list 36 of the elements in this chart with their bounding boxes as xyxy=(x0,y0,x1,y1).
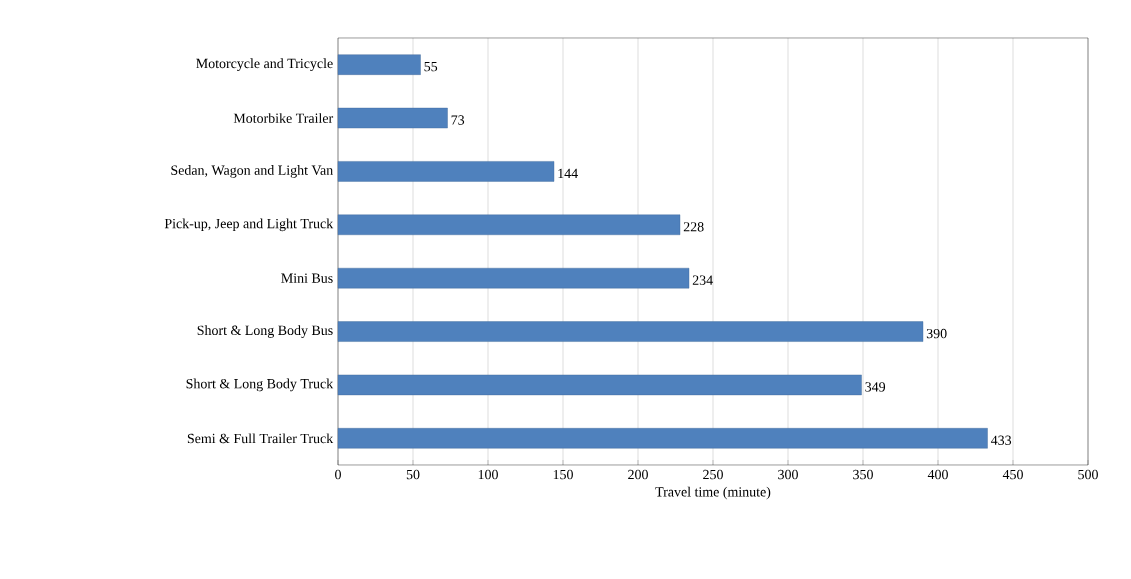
x-tick-label: 50 xyxy=(406,469,420,480)
y-tick-label: Short & Long Body Bus xyxy=(197,325,333,338)
data-label: 390 xyxy=(926,328,947,339)
x-tick-label: 150 xyxy=(553,469,573,480)
x-axis-title: Travel time (minute) xyxy=(655,486,771,500)
data-label: 73 xyxy=(451,115,465,125)
y-tick-label: Motorbike Trailer xyxy=(233,113,334,123)
x-tick-label: 250 xyxy=(703,469,723,480)
x-tick-label: 500 xyxy=(1078,469,1098,480)
bar xyxy=(337,54,421,75)
bar xyxy=(337,267,690,289)
data-label: 234 xyxy=(692,275,713,285)
data-label: 144 xyxy=(558,168,578,179)
y-tick-label: Short & Long Body Truck xyxy=(186,378,334,392)
y-tick-label: Motorcycle and Tricycle xyxy=(196,58,333,72)
y-tick-label: Mini Bus xyxy=(281,273,333,283)
x-tick-label: 200 xyxy=(628,469,648,480)
bar xyxy=(337,107,448,129)
bar xyxy=(337,161,555,182)
x-tick-label: 300 xyxy=(778,469,798,480)
bar xyxy=(337,214,681,235)
data-label: 433 xyxy=(990,435,1012,445)
y-tick-label: Pick-up, Jeep and Light Truck xyxy=(164,218,334,232)
x-tick-label: 450 xyxy=(1002,469,1023,480)
bar xyxy=(337,321,924,342)
x-tick-label: 100 xyxy=(478,469,498,480)
x-tick-label: 0 xyxy=(335,469,341,480)
data-label: 55 xyxy=(424,62,438,72)
bar xyxy=(337,374,862,396)
y-tick-label: Sedan, Wagon and Light Van xyxy=(171,165,333,178)
y-tick-label: Semi & Full Trailer Truck xyxy=(187,433,334,444)
data-label: 228 xyxy=(683,222,704,232)
x-tick-label: 400 xyxy=(927,469,948,480)
data-label: 349 xyxy=(865,382,886,392)
x-tick-label: 350 xyxy=(853,469,873,480)
bar xyxy=(337,428,988,449)
